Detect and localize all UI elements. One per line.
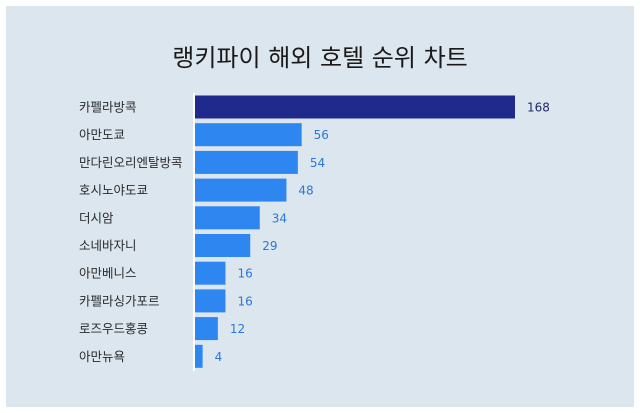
chart-title: 랭키파이 해외 호텔 순위 차트 (172, 44, 468, 72)
value-label: 56 (314, 128, 329, 142)
bar (195, 344, 203, 368)
category-label: 로즈우드홍콩 (79, 321, 148, 336)
category-label: 아만도쿄 (79, 127, 125, 142)
bar (195, 289, 226, 313)
chart-background (6, 6, 634, 407)
category-label: 카펠라방콕 (79, 100, 137, 115)
bar (195, 317, 218, 341)
bar (195, 206, 260, 230)
value-label: 34 (272, 211, 287, 225)
value-label: 168 (527, 101, 550, 115)
bar (195, 234, 251, 257)
value-label: 16 (237, 267, 252, 281)
value-label: 54 (310, 156, 325, 170)
value-label: 4 (215, 350, 223, 364)
value-label: 16 (237, 294, 252, 308)
value-label: 29 (262, 239, 277, 253)
category-label: 더시암 (79, 210, 114, 225)
category-label: 아만뉴욕 (79, 349, 125, 364)
bar (195, 123, 302, 147)
bar (195, 150, 298, 174)
value-label: 48 (298, 184, 313, 198)
bar (195, 95, 515, 119)
value-label: 12 (230, 322, 245, 336)
category-label: 카펠라싱가포르 (79, 293, 160, 308)
category-label: 만다린오리엔탈방콕 (79, 155, 183, 170)
bar (195, 178, 287, 202)
category-label: 호시노야도쿄 (79, 183, 148, 198)
category-label: 아만베니스 (79, 266, 137, 281)
category-label: 소네바자니 (79, 238, 137, 253)
bar (195, 261, 226, 285)
